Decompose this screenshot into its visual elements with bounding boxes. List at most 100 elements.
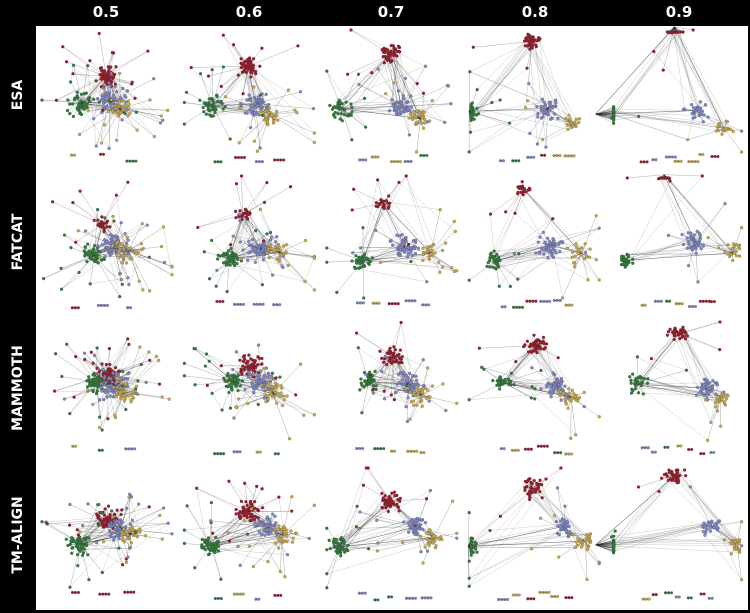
network-edge [613, 31, 674, 120]
network-node-red [249, 75, 253, 79]
network-node-red [234, 182, 239, 186]
network-node-green [207, 277, 212, 281]
network-node-blue [556, 116, 560, 121]
network-node-yellow [117, 99, 121, 104]
network-node-yellow [123, 389, 127, 394]
column-label-0.7: 0.7 [377, 3, 405, 21]
network-node-green [79, 99, 83, 103]
network-node-green [88, 282, 92, 286]
network-node-yellow [272, 249, 276, 253]
network-bridge-edge [212, 103, 256, 107]
network-node-green [75, 107, 80, 111]
network-node-red [345, 72, 350, 76]
network-node-red [148, 358, 152, 363]
network-node-yellow [129, 400, 133, 404]
network-node-red [524, 36, 528, 40]
network-node-blue [701, 120, 705, 124]
network-node-blue [691, 106, 696, 110]
network-node-blue [111, 371, 115, 375]
network-node-yellow [716, 124, 720, 129]
network-node-green [210, 68, 214, 72]
network-node-blue [697, 231, 701, 235]
network-node-blue [546, 256, 550, 260]
network-node-yellow [125, 235, 129, 239]
network-node-green [204, 112, 208, 116]
network-node-red [228, 243, 233, 247]
network-node-yellow [450, 266, 454, 270]
network-node-red [260, 46, 264, 50]
network-node-yellow [124, 243, 129, 247]
network-node-red [352, 187, 356, 191]
network-node-blue [403, 76, 407, 80]
network-node-green [338, 101, 342, 105]
network-node-blue [358, 246, 363, 250]
network-node-blue [538, 251, 542, 255]
component-node-red [534, 299, 538, 303]
network-node-red [107, 367, 111, 372]
network-node-blue [403, 109, 407, 113]
network-node-red [534, 45, 538, 49]
network-node-blue [161, 118, 165, 122]
network-node-blue [449, 102, 453, 106]
network-node-yellow [572, 260, 576, 265]
network-node-green [79, 92, 84, 96]
network-edges [184, 35, 315, 152]
network-node-blue [542, 100, 546, 104]
component-node-yellow [679, 159, 683, 163]
network-node-green [40, 98, 44, 102]
network-node-blue [113, 245, 118, 249]
network-node-red [625, 176, 629, 180]
network-node-green [233, 253, 238, 257]
network-node-blue [134, 391, 139, 396]
network-node-green [226, 256, 230, 261]
network-node-red [102, 230, 106, 234]
network-node-blue [552, 239, 556, 244]
network-grid-svg [40, 26, 744, 602]
network-node-green [77, 270, 81, 275]
network-node-green [331, 113, 336, 117]
network-node-red [349, 28, 353, 32]
network-node-green [65, 108, 70, 113]
network-node-red [51, 200, 55, 204]
network-node-yellow [134, 252, 138, 256]
network-node-green [91, 388, 95, 393]
network-edge [128, 250, 140, 282]
network-node-green [363, 252, 367, 256]
network-edge [304, 256, 315, 282]
network-node-yellow [138, 345, 142, 349]
network-node-red [551, 217, 555, 221]
network-node-blue [311, 106, 316, 111]
network-node-yellow [135, 128, 139, 132]
network-node-blue [249, 104, 253, 108]
network-node-yellow [418, 121, 423, 125]
network-node-green [70, 102, 75, 106]
network-node-yellow [265, 251, 269, 255]
network-node-red [106, 417, 110, 421]
network-node-red [94, 79, 98, 83]
network-edge [365, 258, 430, 260]
network-node-red [116, 369, 121, 374]
network-node-blue [541, 230, 545, 235]
network-node-yellow [115, 385, 120, 390]
network-node-green [254, 229, 258, 233]
component-node-blue [278, 303, 282, 307]
network-node-green [212, 100, 216, 105]
network-node-blue [92, 353, 97, 358]
network-edge [209, 110, 277, 116]
network-node-yellow [588, 247, 592, 251]
network-edge [99, 33, 107, 77]
network-node-blue [253, 102, 257, 106]
network-node-yellow [571, 124, 575, 128]
network-node-blue [105, 239, 109, 244]
network-node-yellow [452, 219, 456, 224]
network-node-yellow [573, 254, 577, 258]
network-node-green [362, 296, 366, 300]
network-node-red [261, 239, 266, 243]
network-node-red [672, 30, 676, 35]
network-node-yellow [407, 116, 412, 120]
network-bridge-edge [341, 54, 391, 109]
network-bridge-edge [390, 54, 402, 107]
network-node-yellow [275, 257, 279, 261]
network-node-green [221, 261, 226, 265]
network-node-blue [692, 233, 697, 237]
